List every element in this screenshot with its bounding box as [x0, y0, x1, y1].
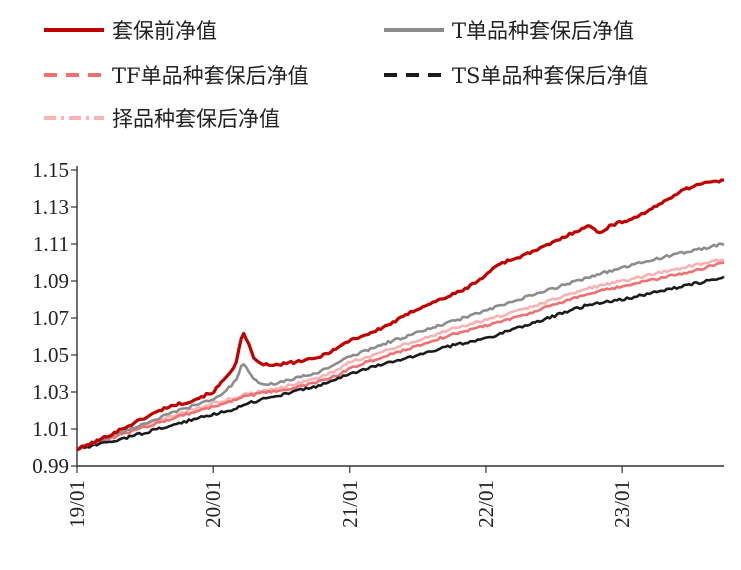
x-tick-label: 20/01 [201, 480, 225, 528]
y-tick-label: 1.05 [32, 343, 69, 367]
y-tick-label: 1.07 [32, 306, 69, 330]
series-layer [76, 178, 725, 452]
series-line-1 [76, 178, 725, 452]
legend-label: TS单品种套保后净值 [452, 64, 648, 88]
y-tick-label: 0.99 [32, 454, 69, 478]
x-tick-label: 22/01 [474, 480, 498, 528]
legend-item: TF单品种套保后净值 [44, 64, 309, 88]
plot-area: 0.99 1.01 1.03 1.05 1.07 1.09 1.11 1.13 1.15 19/0… [32, 158, 725, 528]
series-line-4 [76, 275, 725, 452]
x-tick-label: 21/01 [338, 480, 362, 528]
series-line-3 [76, 261, 725, 452]
legend: 套保前净值 T单品种套保后净值 TF单品种套保后净值 TS单品种套保后净值择品种套保后… [44, 19, 648, 131]
legend-item: T单品种套保后净值 [384, 19, 634, 43]
legend-label: T单品种套保后净值 [452, 19, 634, 43]
legend-item: 择品种套保后净值 [44, 107, 280, 131]
series-line-2 [76, 242, 725, 451]
legend-label: 套保前净值 [112, 19, 217, 43]
legend-item: 套保前净值 [44, 19, 217, 43]
legend-item: TS单品种套保后净值 [384, 64, 648, 88]
y-tick-label: 1.13 [32, 195, 69, 219]
legend-label: TF单品种套保后净值 [112, 64, 309, 88]
y-tick-label: 1.03 [32, 380, 69, 404]
series-line-5 [76, 258, 725, 451]
y-tick-label: 1.11 [33, 232, 69, 256]
x-tick-label: 23/01 [610, 480, 634, 528]
x-tick-label: 19/01 [65, 480, 89, 528]
y-tick-label: 1.01 [32, 417, 69, 441]
y-tick-label: 1.15 [32, 158, 69, 182]
y-tick-label: 1.09 [32, 269, 69, 293]
legend-label: 择品种套保后净值 [112, 107, 280, 131]
axes-layer: 0.99 1.01 1.03 1.05 1.07 1.09 1.11 1.13 1.15 19/0… [32, 158, 724, 528]
